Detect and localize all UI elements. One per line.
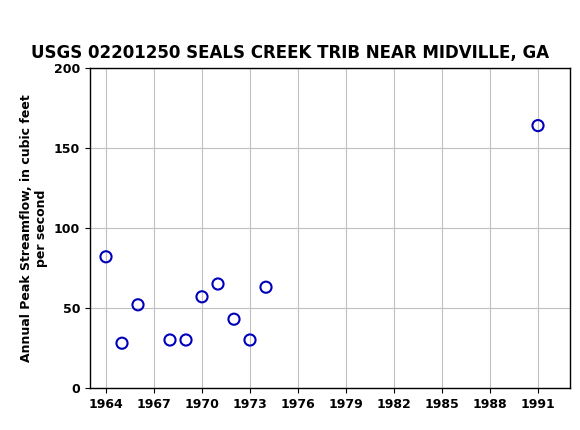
Point xyxy=(182,337,191,344)
Text: USGS: USGS xyxy=(32,9,96,29)
Text: ≋: ≋ xyxy=(3,9,21,29)
Point xyxy=(133,301,143,308)
Point xyxy=(213,280,223,287)
Point xyxy=(197,293,206,300)
Point xyxy=(262,284,271,291)
Point xyxy=(534,122,543,129)
Point xyxy=(229,316,238,322)
Point xyxy=(117,340,126,347)
Y-axis label: Annual Peak Streamflow, in cubic feet
per second: Annual Peak Streamflow, in cubic feet pe… xyxy=(20,94,49,362)
Point xyxy=(165,337,175,344)
Text: USGS 02201250 SEALS CREEK TRIB NEAR MIDVILLE, GA: USGS 02201250 SEALS CREEK TRIB NEAR MIDV… xyxy=(31,44,549,62)
Point xyxy=(102,253,111,260)
Point xyxy=(245,337,255,344)
